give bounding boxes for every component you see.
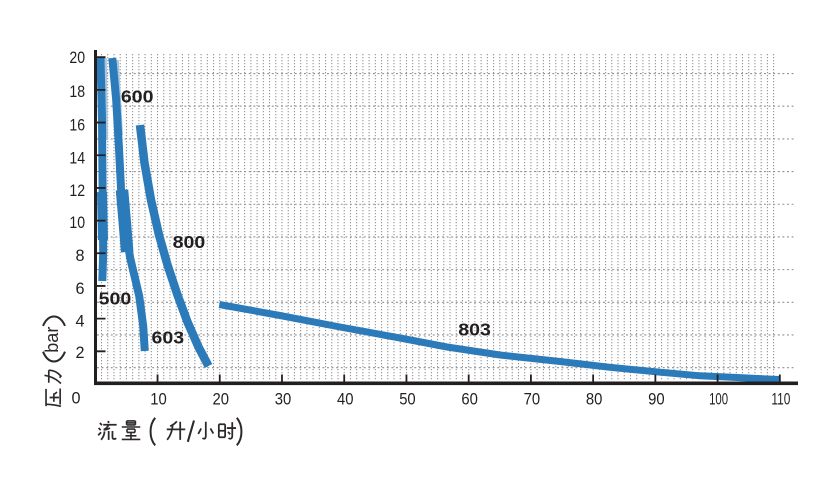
svg-text:100: 100 (709, 391, 728, 409)
svg-text:12: 12 (69, 182, 85, 200)
svg-text:0: 0 (71, 390, 80, 408)
svg-text:30: 30 (275, 391, 292, 409)
svg-text:20: 20 (213, 391, 230, 409)
svg-text:50: 50 (399, 391, 416, 409)
svg-text:bar: bar (42, 327, 62, 353)
svg-text:80: 80 (586, 391, 603, 409)
svg-text:20: 20 (69, 49, 85, 67)
svg-text:90: 90 (648, 391, 665, 409)
svg-text:10: 10 (69, 214, 85, 232)
svg-text:803: 803 (458, 320, 491, 340)
svg-text:10: 10 (150, 391, 167, 409)
svg-text:14: 14 (69, 150, 85, 168)
svg-text:500: 500 (99, 288, 132, 308)
svg-text:8: 8 (75, 247, 84, 265)
svg-text:603: 603 (152, 328, 185, 348)
svg-text:600: 600 (121, 86, 154, 106)
svg-text:60: 60 (461, 391, 478, 409)
svg-text:4: 4 (75, 313, 84, 331)
svg-text:800: 800 (173, 232, 206, 252)
svg-text:6: 6 (75, 280, 84, 298)
svg-text:110: 110 (771, 391, 790, 409)
svg-text:16: 16 (69, 116, 85, 134)
svg-text:18: 18 (69, 83, 85, 101)
svg-text:2: 2 (75, 344, 84, 362)
svg-text:70: 70 (524, 391, 541, 409)
svg-text:40: 40 (337, 391, 354, 409)
